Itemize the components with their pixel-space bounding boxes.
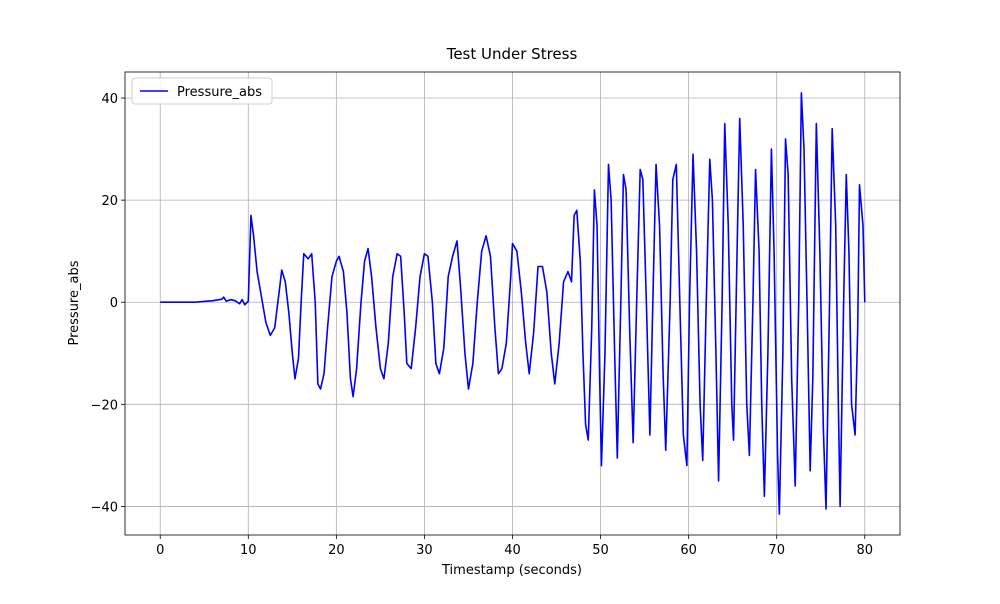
- y-axis-label: Pressure_abs: [67, 260, 82, 345]
- y-tick-label: −40: [91, 500, 118, 515]
- x-tick-label: 20: [328, 543, 345, 558]
- x-tick-label: 80: [856, 543, 873, 558]
- legend-box: [131, 77, 273, 105]
- plot-frame: [124, 71, 901, 536]
- x-tick-label: 60: [680, 543, 697, 558]
- y-tick-label: −20: [91, 398, 118, 413]
- x-tick-label: 10: [240, 543, 257, 558]
- data-line: [160, 92, 866, 515]
- chart-title: Test Under Stress: [446, 45, 578, 63]
- y-tick-label: 0: [110, 296, 118, 311]
- x-tick-label: 0: [156, 543, 164, 558]
- y-tick-label: 20: [101, 194, 118, 209]
- x-tick-label: 70: [768, 543, 785, 558]
- y-tick-label: 40: [101, 92, 118, 107]
- x-tick-label: 50: [592, 543, 609, 558]
- x-tick-label: 40: [504, 543, 521, 558]
- x-axis-label: Timestamp (seconds): [441, 563, 582, 578]
- legend-label: Pressure_abs: [177, 85, 262, 100]
- x-tick-label: 30: [416, 543, 433, 558]
